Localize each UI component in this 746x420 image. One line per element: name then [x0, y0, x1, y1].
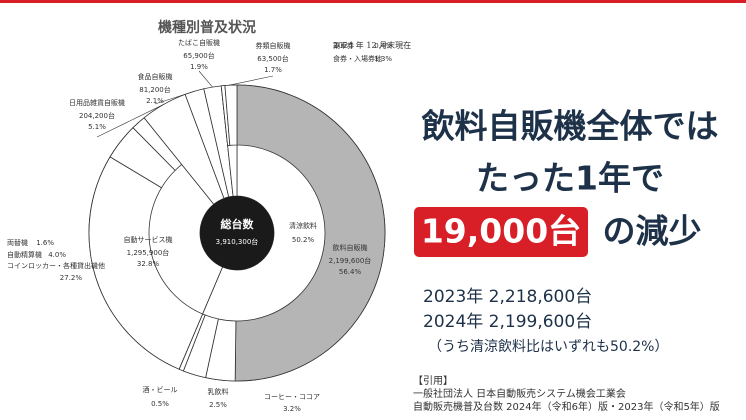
breakdown-name: 清涼飲料	[289, 221, 317, 230]
highlight-box	[414, 207, 588, 257]
count-label: 65,900台	[183, 51, 215, 60]
category-label: 自動サービス機	[124, 235, 173, 244]
value-label: 1.9%	[190, 63, 208, 71]
breakdown-name: 食券・入場券他	[333, 54, 382, 63]
chart-title: 機種別普及状況	[158, 19, 256, 36]
chart-note: 2024 年 12 月末現在	[333, 40, 411, 50]
breakdown-value-label: 0.4%	[374, 42, 392, 50]
breakdown-name: 自動精算機	[7, 250, 42, 259]
center-disc	[200, 196, 274, 270]
breakdown-value-label: 1.6%	[36, 239, 54, 247]
breakdown-value-label: 27.2%	[60, 274, 83, 282]
leader-line	[96, 104, 164, 138]
breakdown-value-label: 0.5%	[151, 400, 169, 408]
value-label: 32.8%	[137, 260, 160, 268]
citation: 自動販売機普及台数 2024年（令和6年）版・2023年（令和5年）版	[413, 400, 720, 413]
leader-line	[229, 75, 274, 86]
value-label: 5.1%	[88, 123, 106, 131]
breakdown-value-label: 4.0%	[48, 251, 66, 259]
highlight: 19,000台	[421, 212, 581, 251]
breakdown-value-label: 1.3%	[374, 55, 392, 63]
value-label: 1.7%	[264, 66, 282, 74]
breakdown-slice	[234, 84, 386, 382]
breakdown-value-label: 2.5%	[209, 401, 227, 409]
highlight-suffix: の減少	[603, 212, 702, 251]
center-label: 総台数	[221, 217, 255, 231]
category-label: たばこ自販機	[178, 38, 220, 47]
breakdown-name: 乗車券	[333, 41, 354, 50]
breakdown-name: 両替機	[7, 238, 28, 247]
breakdown-slice	[88, 156, 204, 370]
breakdown-value-label: 3.2%	[283, 405, 301, 413]
citation: 一般社団法人 日本自動販売システム機会工業会	[413, 387, 626, 400]
breakdown-name: 乳飲料	[208, 387, 229, 396]
value-label: 2.1%	[146, 97, 164, 105]
center-value: 3,910,300台	[216, 237, 259, 246]
category-label: 日用品雑貨自販機	[69, 98, 125, 107]
stat: 2024年 2,199,600台	[423, 312, 592, 332]
breakdown-slice	[224, 84, 238, 146]
category-label: 食品自販機	[138, 72, 173, 81]
headline: たった1年で	[476, 159, 664, 198]
value-label: 56.4%	[339, 268, 362, 276]
count-label: 63,500台	[257, 54, 289, 63]
count-label: 2,199,600台	[329, 256, 372, 265]
stat: 2023年 2,218,600台	[423, 287, 592, 307]
citation: 【引用】	[413, 375, 453, 387]
breakdown-name: 酒・ビール	[143, 385, 178, 394]
leader-line	[198, 70, 213, 88]
category-label: 券類自販機	[256, 41, 291, 50]
top-border	[0, 0, 746, 3]
category-label: 飲料自販機	[333, 243, 368, 252]
count-label: 81,200台	[139, 85, 171, 94]
count-label: 204,200台	[79, 111, 115, 120]
breakdown-name: コインロッカー・各種貸出機他	[7, 261, 105, 270]
stat-note: （うち清涼飲料比はいずれも50.2%）	[428, 339, 668, 355]
breakdown-name: コーヒー・ココア	[264, 393, 320, 401]
count-label: 1,295,900台	[127, 248, 170, 257]
headline: 飲料自販機全体では	[422, 107, 719, 146]
breakdown-value-label: 50.2%	[292, 236, 315, 244]
leader-line	[154, 90, 195, 105]
